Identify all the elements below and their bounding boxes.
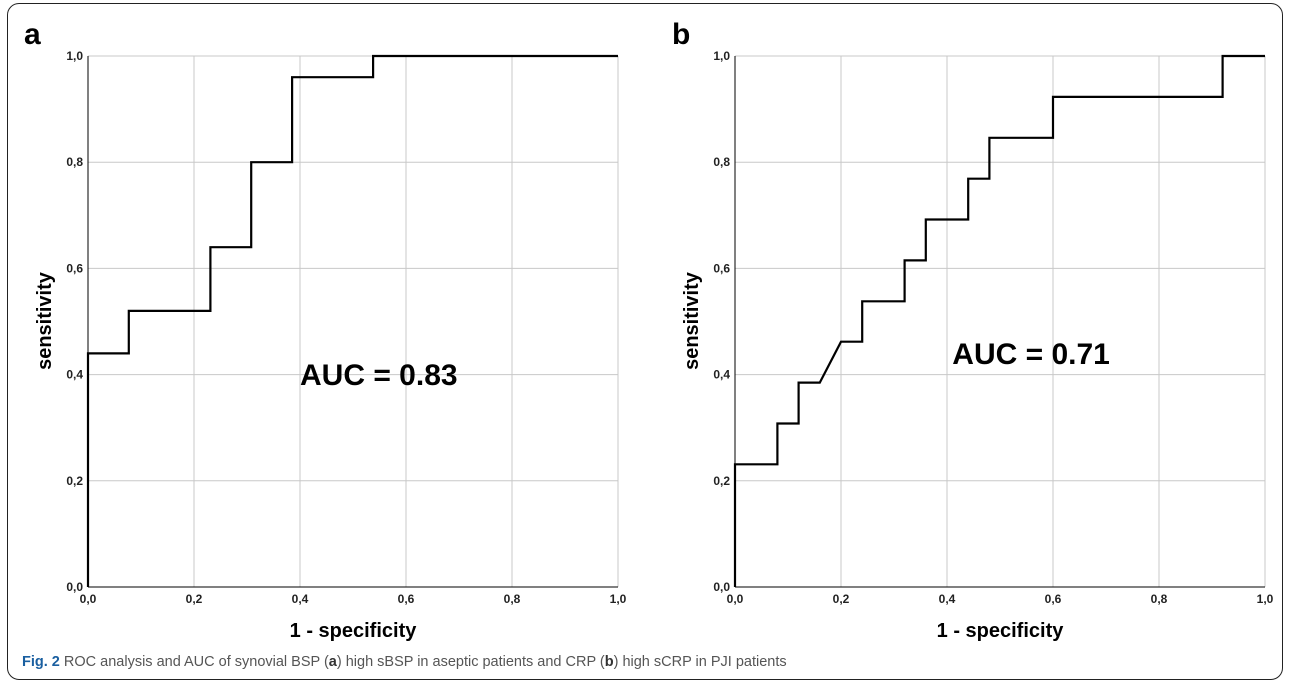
panel-b-x-tick-label: 0,6 bbox=[1045, 592, 1062, 606]
panel-a-y-tick-label: 0,6 bbox=[66, 261, 83, 275]
figure-frame bbox=[7, 3, 1283, 680]
caption-text-2: ) high sBSP in aseptic patients and CRP … bbox=[336, 654, 605, 670]
caption-letter-a: a bbox=[328, 654, 337, 670]
panel-a-y-tick-label: 0,0 bbox=[66, 580, 83, 594]
panel-b-x-tick-label: 0,8 bbox=[1151, 592, 1168, 606]
panel-b-x-axis-label: 1 - specificity bbox=[937, 620, 1065, 642]
panel-a-x-tick-label: 0,4 bbox=[292, 592, 309, 606]
panel-b-y-tick-label: 1,0 bbox=[713, 49, 730, 63]
caption-text-1: ROC analysis and AUC of synovial BSP ( bbox=[63, 654, 329, 670]
panel-b-x-tick-label: 1,0 bbox=[1257, 592, 1274, 606]
panel-a-x-tick-label: 0,0 bbox=[80, 592, 97, 606]
panel-b-x-tick-label: 0,0 bbox=[727, 592, 744, 606]
panel-b-auc-annotation: AUC = 0.71 bbox=[952, 338, 1110, 371]
panel-b-y-tick-label: 0,8 bbox=[713, 155, 730, 169]
panel-b-y-axis-label: sensitivity bbox=[681, 271, 703, 370]
panel-a-y-tick-label: 0,4 bbox=[66, 368, 83, 382]
figure-caption: Fig. 2 ROC analysis and AUC of synovial … bbox=[22, 654, 787, 670]
panel-b-y-tick-label: 0,0 bbox=[713, 580, 730, 594]
panel-b-y-tick-label: 0,6 bbox=[713, 261, 730, 275]
panel-a-x-tick-label: 0,6 bbox=[398, 592, 415, 606]
caption-letter-b: b bbox=[604, 654, 614, 670]
panel-a-y-tick-label: 0,2 bbox=[66, 474, 83, 488]
panel-a-x-tick-label: 0,2 bbox=[186, 592, 203, 606]
panel-a-y-tick-label: 0,8 bbox=[66, 155, 83, 169]
panel-a-y-axis-label: sensitivity bbox=[34, 271, 56, 370]
panel-a-x-tick-label: 1,0 bbox=[610, 592, 627, 606]
panel-b-x-tick-label: 0,2 bbox=[833, 592, 850, 606]
panel-b-y-tick-label: 0,4 bbox=[713, 368, 730, 382]
panel-a-letter: a bbox=[24, 18, 41, 51]
panel-b-y-tick-label: 0,2 bbox=[713, 474, 730, 488]
panel-b-roc-curve bbox=[733, 54, 1265, 587]
panel-a-y-tick-label: 1,0 bbox=[66, 49, 83, 63]
panel-a-x-axis-label: 1 - specificity bbox=[290, 620, 418, 642]
panel-a-x-tick-label: 0,8 bbox=[504, 592, 521, 606]
panel-b-letter: b bbox=[672, 18, 690, 51]
caption-text-3: ) high sCRP in PJI patients bbox=[613, 654, 787, 670]
panel-a-roc-curve bbox=[86, 54, 618, 587]
caption-fig-label: Fig. 2 bbox=[22, 654, 60, 670]
panel-a-auc-annotation: AUC = 0.83 bbox=[300, 359, 458, 392]
panel-b-x-tick-label: 0,4 bbox=[939, 592, 956, 606]
